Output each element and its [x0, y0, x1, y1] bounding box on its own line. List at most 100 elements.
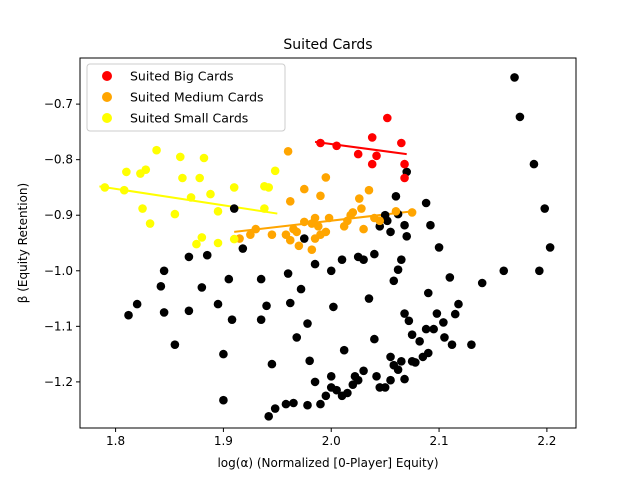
data-point-series-0	[326, 372, 336, 381]
legend-marker-medium	[102, 92, 112, 102]
y-axis-ticks: −1.2 −1.1 −1.0 −0.9 −0.8 −0.7	[44, 97, 80, 389]
data-point-series-0	[326, 266, 336, 276]
data-point-series-0	[386, 227, 395, 237]
data-point-series-2	[292, 227, 302, 237]
data-point-series-0	[184, 252, 194, 262]
data-point-series-0	[370, 334, 379, 344]
data-point-series-1	[316, 138, 325, 148]
data-point-series-3	[260, 204, 269, 213]
data-point-series-3	[229, 183, 239, 192]
data-point-series-2	[246, 230, 255, 239]
data-point-series-3	[186, 193, 196, 202]
data-point-series-0	[262, 301, 271, 311]
data-point-series-0	[423, 288, 433, 298]
data-point-series-2	[324, 213, 334, 223]
data-point-series-0	[170, 340, 180, 349]
data-point-series-2	[339, 222, 349, 231]
y-tick-label: −1.1	[44, 319, 73, 333]
data-point-series-0	[397, 255, 406, 264]
data-point-series-0	[383, 216, 392, 226]
data-point-series-2	[313, 222, 323, 231]
data-point-series-0	[397, 357, 406, 366]
data-point-series-3	[270, 166, 280, 176]
x-axis-ticks: 1.8 1.9 2.0 2.1 2.2	[106, 428, 556, 448]
data-point-series-0	[219, 349, 228, 359]
data-point-series-2	[307, 245, 317, 254]
data-point-series-0	[229, 204, 239, 213]
data-point-series-0	[515, 112, 525, 122]
data-point-series-0	[303, 400, 312, 410]
data-point-series-1	[372, 151, 381, 161]
data-point-series-2	[321, 173, 331, 182]
data-point-series-0	[283, 269, 293, 278]
data-point-series-2	[294, 241, 304, 251]
data-point-series-0	[370, 249, 379, 259]
legend-marker-big	[102, 71, 112, 81]
data-point-series-0	[447, 340, 457, 349]
data-point-series-2	[267, 230, 277, 239]
data-point-series-2	[364, 185, 374, 195]
data-point-series-1	[400, 159, 409, 169]
data-point-series-0	[310, 259, 320, 269]
data-point-series-2	[359, 224, 368, 234]
data-point-series-0	[454, 299, 463, 309]
data-point-series-0	[270, 404, 280, 413]
data-point-series-0	[439, 318, 448, 327]
data-points	[100, 73, 555, 421]
data-point-series-3	[100, 183, 110, 192]
data-point-series-0	[256, 315, 266, 324]
y-tick-label: −1.0	[44, 264, 73, 278]
data-point-series-0	[404, 316, 414, 326]
data-point-series-3	[213, 207, 223, 216]
data-point-series-3	[175, 152, 185, 162]
data-point-series-0	[421, 198, 431, 208]
data-point-series-0	[124, 310, 133, 320]
data-point-series-2	[407, 208, 417, 217]
data-point-series-0	[339, 345, 349, 355]
data-point-series-0	[529, 159, 539, 169]
data-point-series-0	[407, 330, 417, 339]
data-point-series-0	[545, 243, 555, 252]
chart-title: Suited Cards	[283, 37, 372, 53]
x-tick-label: 2.1	[430, 434, 449, 448]
data-point-series-3	[199, 153, 209, 163]
data-point-series-0	[348, 380, 358, 389]
data-point-series-2	[285, 235, 295, 245]
data-point-series-2	[299, 217, 309, 227]
data-point-series-3	[206, 189, 215, 199]
data-point-series-0	[256, 274, 266, 284]
data-point-series-0	[386, 352, 395, 362]
legend: Suited Big Cards Suited Medium Cards Sui…	[86, 63, 286, 132]
data-point-series-3	[229, 234, 239, 244]
data-point-series-0	[535, 266, 544, 276]
data-point-series-2	[357, 204, 366, 213]
data-point-series-1	[400, 173, 409, 183]
x-tick-label: 1.8	[106, 434, 125, 448]
data-point-series-3	[170, 209, 180, 219]
data-point-series-3	[119, 185, 129, 195]
data-point-series-1	[383, 113, 392, 123]
data-point-series-0	[292, 333, 302, 342]
data-point-series-0	[391, 192, 401, 201]
data-point-series-0	[264, 412, 273, 421]
data-point-series-1	[367, 159, 377, 169]
data-point-series-0	[332, 385, 341, 395]
data-point-series-0	[434, 243, 444, 252]
data-point-series-3	[197, 233, 207, 242]
data-point-series-0	[224, 274, 234, 284]
data-point-series-0	[285, 298, 295, 308]
data-point-series-0	[184, 306, 194, 316]
data-point-series-0	[445, 273, 455, 282]
data-point-series-0	[303, 319, 312, 328]
data-point-series-2	[354, 194, 364, 203]
data-point-series-0	[238, 244, 248, 253]
data-point-series-0	[411, 358, 420, 367]
data-point-series-3	[264, 183, 273, 192]
data-point-series-0	[305, 356, 314, 366]
data-point-series-0	[440, 333, 449, 342]
data-point-series-0	[359, 366, 368, 376]
y-tick-label: −0.9	[44, 208, 73, 222]
data-point-series-1	[397, 138, 406, 148]
data-point-series-3	[195, 173, 204, 183]
